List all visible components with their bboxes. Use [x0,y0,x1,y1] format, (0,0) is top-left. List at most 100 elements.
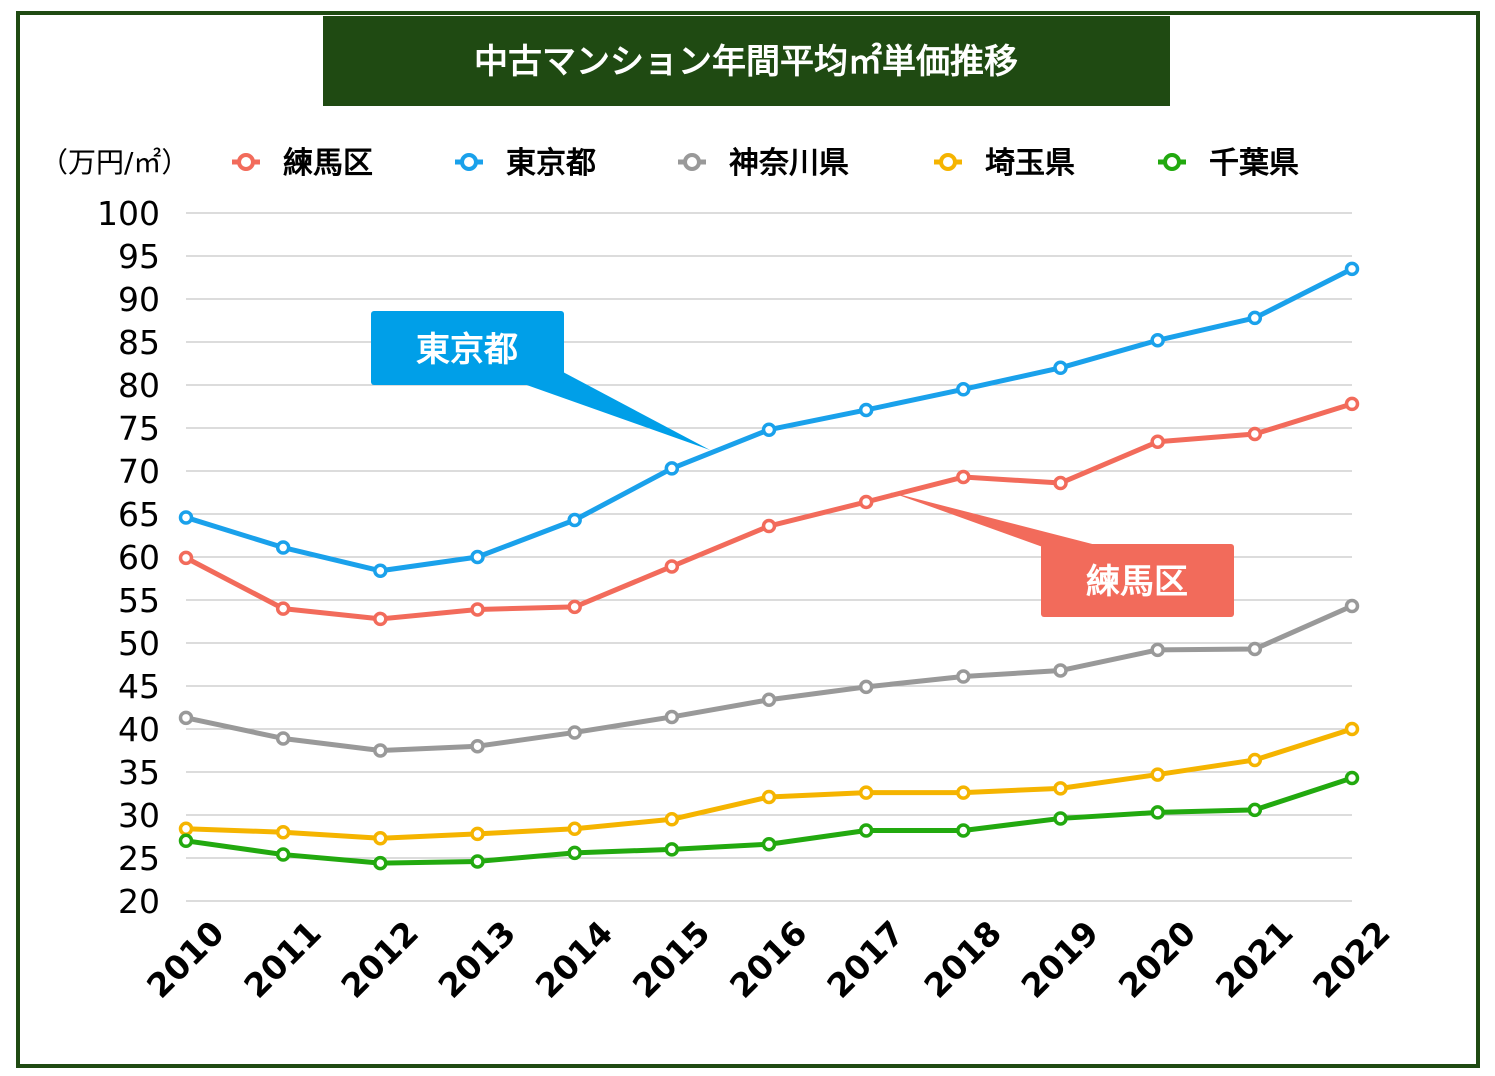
y-tick-label: 40 [118,710,160,749]
y-tick-label: 55 [118,581,160,620]
x-tick-label: 2015 [625,913,718,1006]
y-tick-label: 25 [118,839,160,878]
y-tick-label: 45 [118,667,160,706]
legend-swatch-marker [939,153,957,171]
data-point [567,599,582,615]
series-練馬区 [178,396,1360,627]
data-point [1344,598,1360,614]
legend-swatch-marker [237,153,255,171]
y-tick-label: 35 [118,753,160,792]
y-tick-label: 20 [118,882,160,921]
data-point [858,785,874,800]
data-point [956,785,971,800]
callout-pointer [490,372,710,450]
data-point [275,731,291,746]
data-point [858,679,874,695]
legend-item: 埼玉県 [934,146,1075,181]
data-point [761,422,777,437]
y-tick-label: 75 [118,409,160,448]
data-point [1150,642,1165,658]
data-point [1150,767,1165,782]
data-point [373,563,388,579]
y-tick-label: 30 [118,796,160,835]
data-point [373,743,388,758]
data-point [1344,396,1360,412]
legend-swatch-marker [460,153,478,171]
x-tick-label: 2022 [1305,913,1398,1006]
data-point [1053,811,1068,826]
callout-練馬区: 練馬区 [890,492,1234,617]
data-point [178,710,194,726]
data-point [858,402,874,418]
data-point [275,824,291,840]
data-point [664,709,680,725]
data-point [470,854,485,869]
data-point [1150,805,1165,820]
y-tick-label: 50 [118,624,160,663]
data-point [178,833,194,849]
callout-pointer [890,492,1135,555]
chart-title-banner: 中古マンション年間平均㎡単価推移 [323,16,1170,106]
data-point [761,518,777,534]
x-tick-label: 2011 [236,913,329,1006]
data-point [1150,434,1165,450]
data-point [567,845,582,861]
data-point [470,549,485,565]
data-point [1344,261,1360,277]
y-tick-label: 80 [118,366,160,405]
data-point [664,559,680,574]
x-tick-label: 2018 [916,913,1009,1006]
legend-label: 埼玉県 [985,146,1075,181]
y-tick-label: 95 [118,237,160,276]
data-point [761,836,777,852]
legend-item: 東京都 [455,146,596,181]
data-point [567,725,582,740]
data-point [1247,310,1263,326]
data-point [761,789,777,805]
data-point [858,823,874,838]
y-tick-label: 65 [118,495,160,534]
data-point [567,821,582,837]
data-point [664,812,680,827]
y-tick-label: 90 [118,280,160,319]
legend-label: 神奈川県 [729,146,849,181]
data-point [470,738,485,754]
legend-item: 練馬区 [232,146,373,181]
series-line [185,726,1353,841]
data-point [373,855,388,871]
data-point [275,847,291,862]
legend-item: 神奈川県 [678,146,849,181]
data-point [1247,641,1263,657]
series-埼玉県 [178,721,1360,846]
x-tick-label: 2019 [1014,913,1107,1006]
x-tick-label: 2016 [722,913,815,1006]
legend-item: 千葉県 [1158,146,1299,181]
chart-title: 中古マンション年間平均㎡単価推移 [474,42,1018,82]
data-point [956,823,971,838]
data-point [664,842,680,857]
legend-swatch-marker [1163,153,1181,171]
y-tick-label: 85 [118,323,160,362]
data-point [470,826,485,842]
x-axis-ticks: 2010 2011 2012 2013 2014 2015 2016 2017 2018 2019… [139,913,1398,1006]
legend-label: 東京都 [506,146,596,181]
data-point [956,469,971,485]
x-tick-label: 2021 [1208,913,1301,1006]
legend-label: 練馬区 [283,146,373,181]
data-point [956,669,971,684]
data-point [956,382,971,397]
y-unit-label: （万円/㎡） [40,146,189,179]
y-tick-label: 100 [97,194,160,233]
legend-label: 千葉県 [1209,146,1299,181]
callout-label: 東京都 [416,330,518,370]
legend-swatch-marker [683,153,701,171]
series-東京都 [178,261,1360,579]
data-point [1053,781,1068,796]
data-point [664,461,680,476]
data-point [470,602,485,617]
x-tick-label: 2010 [139,913,232,1006]
series-lines [178,261,1360,871]
x-tick-label: 2012 [333,913,426,1006]
x-tick-label: 2017 [819,913,912,1006]
